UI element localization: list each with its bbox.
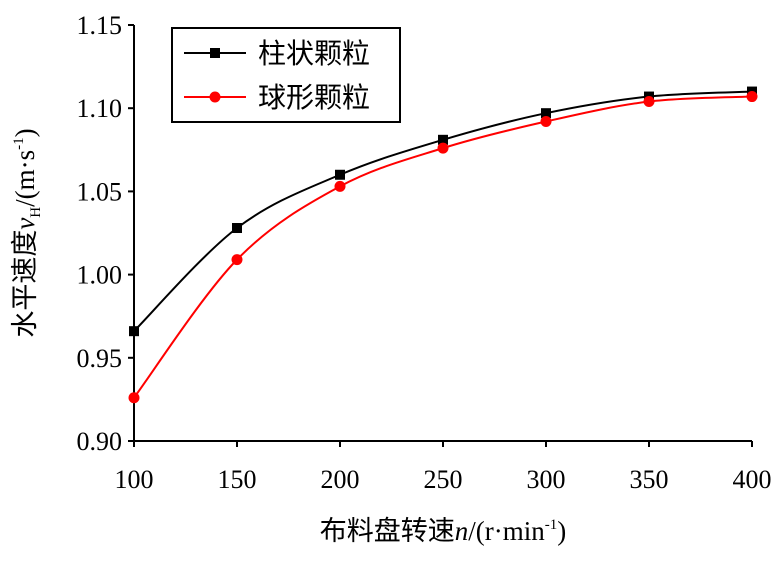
series-group [128,86,758,404]
legend-label: 柱状颗粒 [258,38,370,70]
x-tick-label: 200 [321,465,360,494]
data-point [643,96,655,108]
y-tick-label: 1.00 [77,261,123,290]
x-label-close: ) [557,516,566,546]
x-tick-label: 350 [630,465,669,494]
x-axis-label: 布料盘转速n/(r·min-1) [320,516,566,546]
data-point [438,134,448,145]
data-point [437,142,449,154]
data-point [746,91,758,103]
y-label-prefix: 水平速度 [10,230,40,338]
data-point [232,223,242,234]
y-tick-label: 1.05 [77,177,123,206]
data-point [334,180,346,192]
y-axis-label: 水平速度vH/(m·s-1) [10,128,44,337]
data-point [231,254,243,266]
x-tick-label: 150 [218,465,257,494]
y-label-suffix: /(m·s [10,150,40,207]
series-2 [128,91,758,404]
y-label-sub: H [28,207,44,218]
y-label-close: ) [10,128,40,137]
y-label-sup: -1 [11,137,27,150]
data-point [541,108,551,119]
series-line [133,90,753,332]
x-label-var: n [455,516,469,546]
x-tick-label: 400 [733,465,772,494]
x-tick-label: 100 [115,465,154,494]
legend-marker [210,48,220,58]
y-tick-label: 1.15 [77,11,123,40]
y-tick-label: 0.90 [77,427,123,456]
legend-label: 球形颗粒 [258,82,370,114]
legend-marker [209,91,221,103]
y-tick-label: 1.10 [77,94,123,123]
x-label-sup: -1 [545,517,558,533]
data-point [335,169,345,180]
data-point [129,326,139,337]
y-label-var: v [10,218,40,230]
x-label-prefix: 布料盘转速 [320,516,455,546]
axes: 0.90 0.95 1.00 1.05 1.10 1.15 100 150 200 250 300 3… [77,11,772,494]
y-tick-label: 0.95 [77,344,123,373]
x-tick-label: 300 [527,465,566,494]
data-point [540,116,552,128]
x-label-suffix: /(r·min [468,516,545,546]
series-1 [129,86,757,337]
legend-box [171,27,401,123]
x-tick-label: 250 [424,465,463,494]
data-point [128,392,140,404]
